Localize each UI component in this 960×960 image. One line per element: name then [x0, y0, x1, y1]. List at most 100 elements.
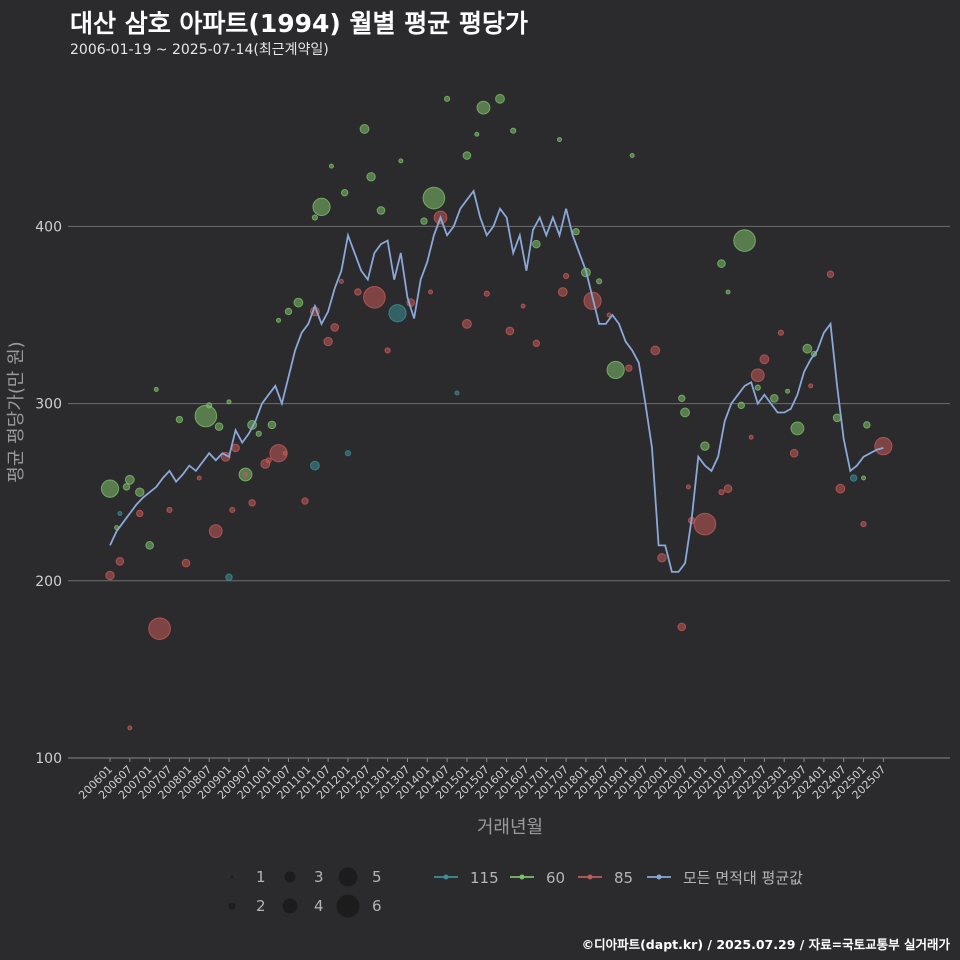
scatter-point [311, 214, 319, 221]
scatter-point [678, 394, 686, 402]
scatter-point [606, 312, 612, 318]
scatter-point [826, 270, 835, 278]
scatter-point [657, 553, 667, 563]
scatter-point [388, 304, 407, 323]
scatter-point [625, 364, 633, 372]
scatter-point [835, 483, 846, 494]
scatter-point [229, 506, 236, 514]
average-line [109, 188, 884, 573]
scatter-point [122, 483, 131, 491]
scatter-point [562, 272, 570, 280]
scatter-point [557, 287, 568, 297]
scatter-point [723, 484, 733, 493]
legend-swatch-dot [656, 874, 662, 880]
scatter-point [398, 158, 404, 164]
scatter-point [105, 570, 115, 581]
size-legend-marker [338, 867, 358, 887]
scatter-point [420, 217, 428, 225]
chart-title: 대산 삼호 아파트(1994) 월별 평균 평당가 [70, 9, 528, 38]
scatter-point [861, 475, 867, 481]
size-legend-marker [230, 875, 234, 879]
size-legend-marker [282, 898, 298, 914]
legend-label: 115 [470, 869, 499, 887]
scatter-point [384, 347, 391, 354]
scatter-point [422, 186, 446, 210]
scatter-point [808, 383, 814, 389]
scatter-point [685, 484, 691, 490]
scatter-point [863, 421, 871, 429]
scatter-point [789, 448, 799, 458]
scatter-point [849, 474, 858, 482]
scatter-point [596, 278, 603, 285]
scatter-point [748, 434, 754, 440]
scatter-point [606, 360, 625, 380]
scatter-point [733, 229, 756, 252]
scatter-point [860, 520, 867, 528]
x-tick-labels: 2006012006072007012007072008012008072009… [76, 758, 888, 802]
scatter-point [785, 388, 791, 394]
scatter-point [243, 471, 249, 477]
scatter-point [454, 390, 460, 396]
scatter-point [226, 399, 232, 405]
scatter-point [136, 509, 144, 518]
average-series-line [109, 188, 884, 573]
scatter-point [145, 541, 154, 550]
scatter-point [231, 443, 240, 453]
scatter-point [135, 487, 145, 497]
legend-swatch-dot [587, 874, 593, 880]
size-legend-label: 6 [372, 897, 382, 915]
grid-lines [68, 225, 950, 759]
scatter-point [338, 278, 344, 284]
scatter-point [725, 289, 731, 295]
scatter-point [166, 506, 173, 514]
scatter-point [117, 510, 123, 516]
size-legend-marker [284, 871, 296, 883]
size-legend-marker [336, 894, 360, 918]
scatter-point [737, 401, 745, 410]
scatter-point [510, 127, 517, 134]
scatter-point [175, 415, 184, 424]
scatter-point [677, 622, 687, 632]
size-legend-label: 5 [372, 868, 382, 886]
scatter-point [344, 450, 352, 457]
scatter-point [127, 725, 133, 731]
legend-swatch-dot [519, 874, 525, 880]
scatter-point [693, 512, 717, 536]
scatter-point [832, 413, 842, 423]
scatter-point [115, 557, 125, 566]
scatter-point [181, 558, 191, 568]
scatter-point [572, 228, 580, 236]
size-legend-label: 3 [314, 868, 324, 886]
scatter-point [717, 259, 726, 268]
size-legend-label: 4 [314, 897, 324, 915]
scatter-point [301, 497, 309, 505]
scatter-point [754, 384, 761, 391]
scatter-point [462, 151, 472, 160]
size-legend-marker [228, 902, 236, 910]
chart-subtitle: 2006-01-19 ~ 2025-07-14(최근계약일) [70, 42, 329, 58]
y-tick-label: 100 [35, 751, 62, 767]
size-legend-label: 2 [256, 897, 266, 915]
y-tick-label: 200 [35, 574, 62, 590]
scatter-point [100, 479, 120, 498]
y-axis-label: 평균 평당가(만 원) [6, 341, 27, 482]
scatter-point [282, 450, 288, 456]
scatter-point [874, 437, 893, 456]
scatter-point [759, 354, 770, 365]
scatter-points [100, 93, 893, 731]
scatter-point [284, 307, 293, 316]
scatter-point [790, 421, 805, 436]
scatter-point [428, 289, 434, 295]
scatter-point [328, 163, 334, 169]
scatter-point [629, 153, 635, 159]
scatter-point [495, 93, 505, 104]
scatter-point [376, 206, 386, 215]
scatter-point [214, 422, 224, 431]
scatter-point [680, 407, 690, 418]
legend-swatch-dot [443, 874, 449, 880]
legend-label: 모든 면적대 평균값 [683, 869, 803, 887]
scatter-point [359, 124, 370, 134]
y-tick-labels: 100 200 300 400 [35, 219, 62, 767]
scatter-point [476, 100, 491, 115]
